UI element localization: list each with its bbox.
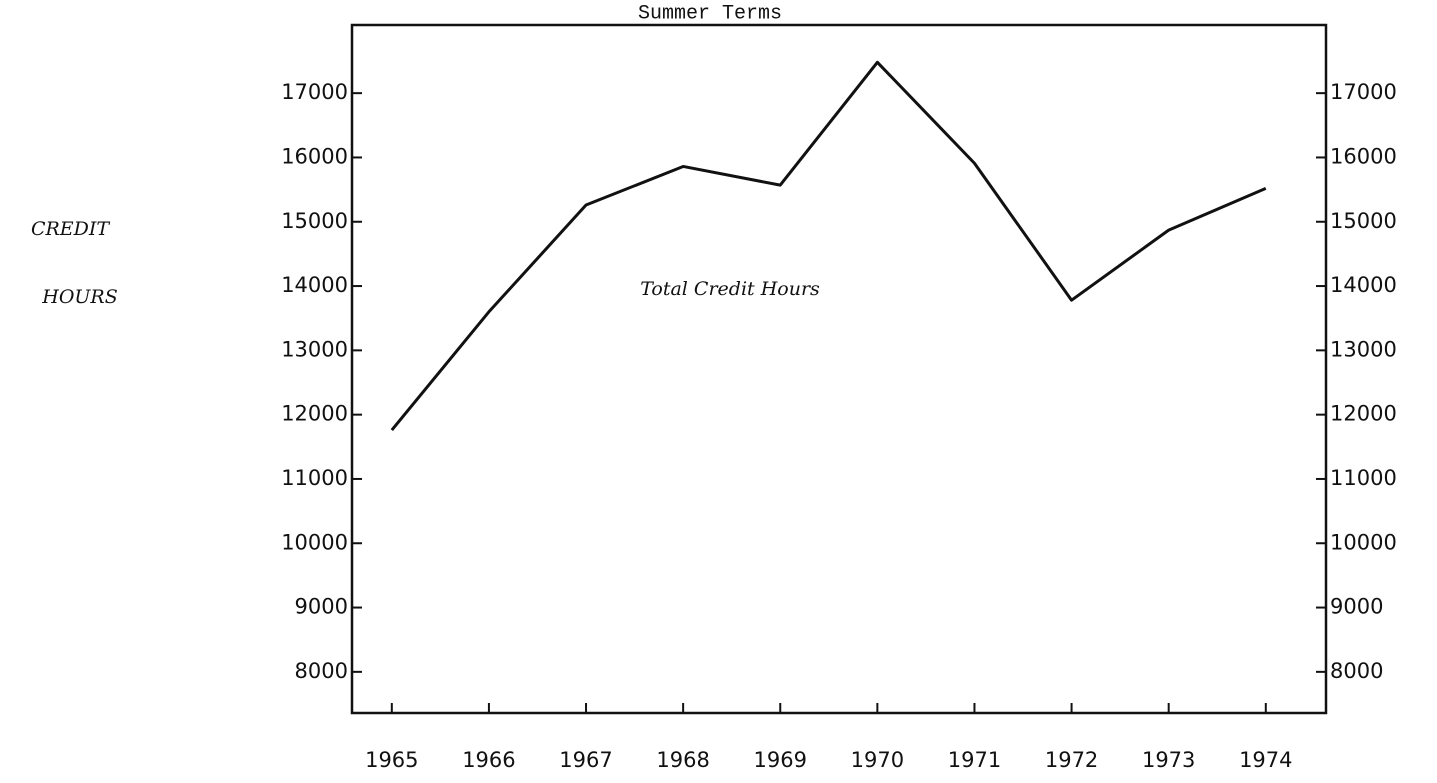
x-tick-label: 1971	[948, 748, 1001, 772]
y2-tick-label: 9000	[1330, 595, 1383, 619]
annotation: Total Credit Hours	[640, 278, 820, 300]
x-tick-label: 1973	[1142, 748, 1195, 772]
x-tick-label: 1966	[462, 748, 515, 772]
y-tick-label: 16000	[281, 144, 348, 168]
y-tick-label: 14000	[281, 273, 348, 297]
y2-tick-label: 14000	[1330, 273, 1397, 297]
y2-tick-label: 16000	[1330, 144, 1397, 168]
x-tick-label: 1968	[656, 748, 709, 772]
y-axis-label: HOURS	[41, 286, 117, 308]
y-tick-label: 11000	[281, 466, 348, 490]
y-tick-label: 9000	[295, 595, 348, 619]
x-tick-label: 1969	[754, 748, 807, 772]
y-tick-label: 10000	[281, 530, 348, 554]
y-axis-label: CREDIT	[31, 218, 110, 240]
y-tick-label: 17000	[281, 80, 348, 104]
y2-tick-label: 10000	[1330, 530, 1397, 554]
y2-tick-label: 8000	[1330, 659, 1383, 683]
y2-tick-label: 15000	[1330, 209, 1397, 233]
y-tick-label: 12000	[281, 402, 348, 426]
x-tick-label: 1967	[559, 748, 612, 772]
x-tick-label: 1972	[1045, 748, 1098, 772]
y-tick-label: 13000	[281, 337, 348, 361]
line	[390, 60, 1267, 432]
y2-tick-label: 17000	[1330, 80, 1397, 104]
plot-frame	[350, 23, 1328, 715]
x-tick-label: 1965	[365, 748, 418, 772]
x-tick-label: 1970	[851, 748, 904, 772]
y-tick-label: 15000	[281, 209, 348, 233]
y-tick-label: 8000	[295, 659, 348, 683]
y2-tick-label: 12000	[1330, 402, 1397, 426]
y2-tick-label: 11000	[1330, 466, 1397, 490]
y2-tick-label: 13000	[1330, 337, 1397, 361]
chart-title: Summer Terms	[638, 2, 782, 25]
x-tick-label: 1974	[1239, 748, 1292, 772]
